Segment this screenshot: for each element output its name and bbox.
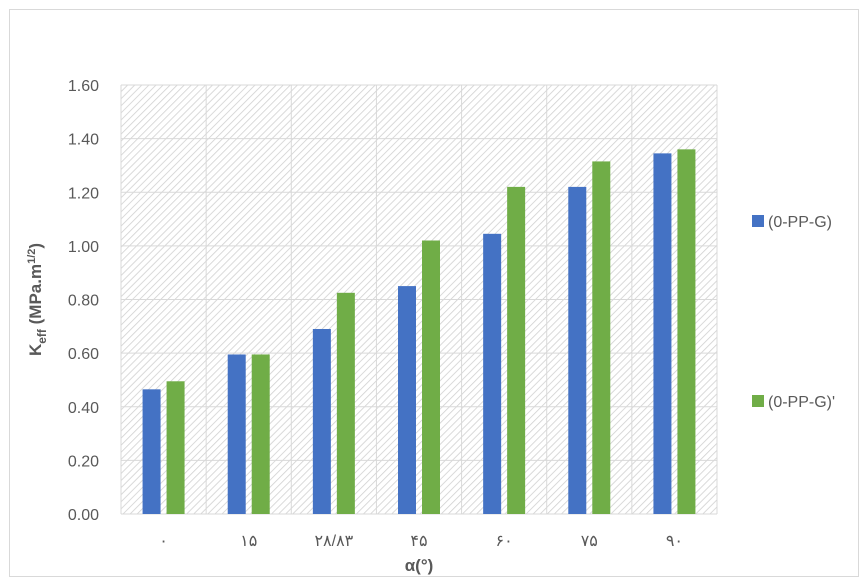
bar-series-1 bbox=[568, 186, 587, 514]
bar-series-1 bbox=[653, 153, 672, 514]
y-tick-label: 1.20 bbox=[68, 185, 99, 202]
x-tick-label: ٢٨/٨٣ bbox=[314, 533, 353, 550]
bar-series-2 bbox=[336, 292, 355, 514]
y-axis-title-close: ) bbox=[26, 243, 45, 249]
bar-series-1 bbox=[142, 389, 161, 514]
legend-swatch bbox=[752, 395, 764, 407]
bar-series-2 bbox=[166, 381, 185, 514]
bars bbox=[142, 149, 696, 514]
y-tick-label: 1.60 bbox=[68, 78, 99, 95]
y-tick-label: 1.00 bbox=[68, 239, 99, 256]
y-axis-title-sup: 1/2 bbox=[26, 249, 38, 264]
y-tick-label: 0.80 bbox=[68, 293, 99, 310]
y-tick-labels: 0.00 0.20 0.40 0.60 0.80 1.00 1.20 1.40 1.60 bbox=[68, 78, 99, 524]
bar-series-2 bbox=[422, 240, 440, 514]
y-tick-label: 1.40 bbox=[68, 132, 99, 149]
x-axis-title: α(°) bbox=[405, 556, 434, 575]
x-tick-label: ۴۵ bbox=[410, 533, 427, 550]
x-tick-label: ٠ bbox=[159, 533, 168, 550]
bar-series-1 bbox=[483, 233, 502, 514]
bar-series-2 bbox=[592, 161, 611, 514]
bar-series-2 bbox=[251, 354, 270, 514]
y-axis-title-main: K bbox=[26, 343, 45, 356]
legend: (0-PP-G) (0-PP-G)' bbox=[752, 214, 835, 411]
legend-swatch bbox=[752, 215, 764, 227]
y-tick-label: 0.40 bbox=[68, 400, 99, 417]
bar-series-2 bbox=[677, 149, 696, 514]
y-axis-title-sub: eff bbox=[35, 328, 49, 344]
gridlines bbox=[120, 84, 718, 515]
y-axis-title-unit: (MPa.m bbox=[26, 264, 45, 329]
y-axis-title: Keff (MPa.m1/2) bbox=[26, 243, 49, 356]
x-tick-label: ٧۵ bbox=[581, 533, 598, 550]
x-tick-label: ۶٠ bbox=[496, 533, 513, 550]
x-tick-labels: ٠ ١۵ ٢٨/٨٣ ۴۵ ۶٠ ٧۵ ٩٠ bbox=[159, 533, 683, 550]
x-tick-label: ١۵ bbox=[240, 533, 257, 550]
y-tick-label: 0.60 bbox=[68, 346, 99, 363]
bar-series-2 bbox=[507, 186, 526, 514]
bar-series-1 bbox=[227, 354, 246, 514]
bar-series-1 bbox=[312, 328, 331, 514]
legend-label: (0-PP-G)' bbox=[768, 394, 835, 411]
y-tick-label: 0.00 bbox=[68, 507, 99, 524]
legend-label: (0-PP-G) bbox=[768, 214, 832, 231]
bar-series-1 bbox=[398, 286, 416, 514]
x-tick-label: ٩٠ bbox=[666, 533, 683, 550]
y-tick-label: 0.20 bbox=[68, 453, 99, 470]
